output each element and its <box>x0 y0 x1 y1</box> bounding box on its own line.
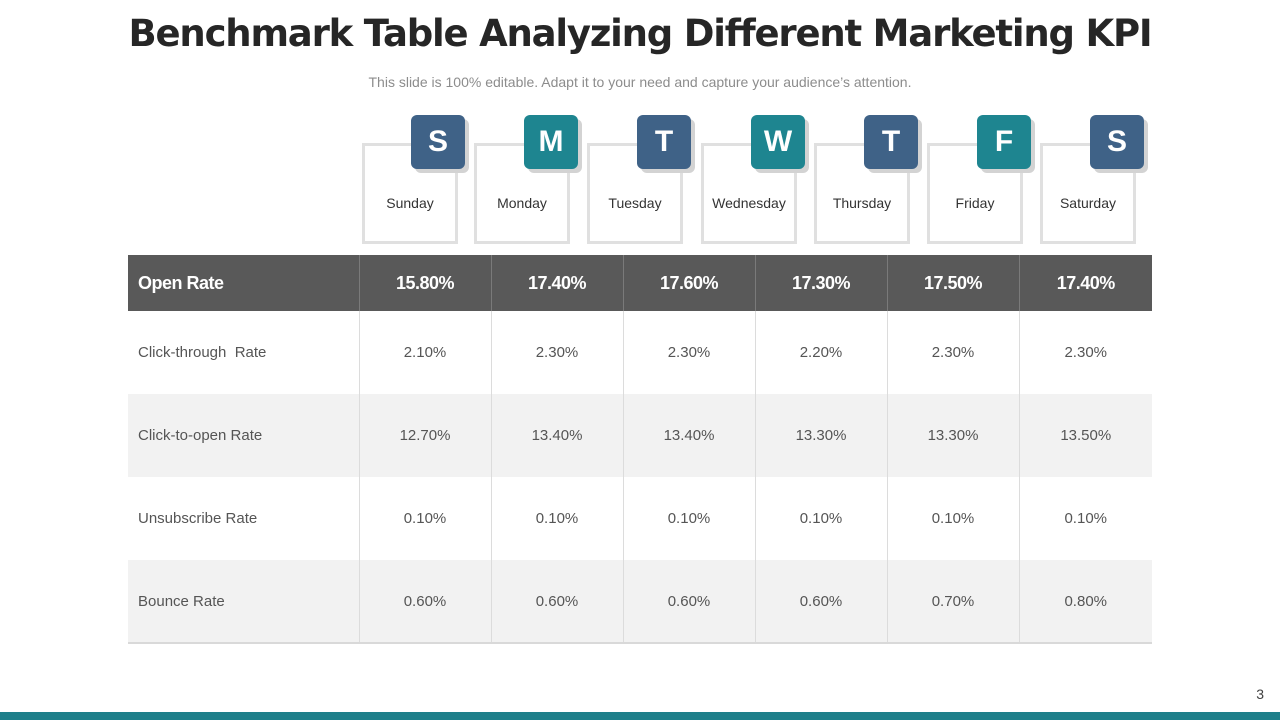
day-label: Saturday <box>1059 195 1117 211</box>
slide-subtitle: This slide is 100% editable. Adapt it to… <box>368 74 912 90</box>
table-cell: 0.10% <box>622 477 755 560</box>
table-cell: 17.40% <box>1018 255 1152 311</box>
table-cell: 2.30% <box>490 311 623 394</box>
table-cell: 0.60% <box>490 560 623 644</box>
table-cell: 15.80% <box>358 255 491 311</box>
kpi-table: Open Rate 15.80% 17.40% 17.60% 17.30% 17… <box>128 255 1152 644</box>
day-label: Friday <box>955 195 995 211</box>
table-cell: 0.10% <box>358 477 491 560</box>
table-cell: 0.80% <box>1018 560 1152 644</box>
table-cell: 13.30% <box>754 394 887 477</box>
table-cell: 17.30% <box>754 255 887 311</box>
table-row: Click-to-open Rate 12.70% 13.40% 13.40% … <box>128 394 1152 477</box>
day-badge-m: M <box>524 115 578 169</box>
row-label: Unsubscribe Rate <box>138 510 258 527</box>
table-cell: 0.60% <box>358 560 491 644</box>
table-cell: 0.10% <box>886 477 1019 560</box>
table-cell: 2.30% <box>886 311 1019 394</box>
row-label: Click-through Rate <box>138 344 267 361</box>
table-cell: 2.30% <box>1018 311 1152 394</box>
table-cell: 0.70% <box>886 560 1019 644</box>
table-cell: 17.60% <box>622 255 755 311</box>
table-cell: 13.30% <box>886 394 1019 477</box>
day-badge-t: T <box>637 115 691 169</box>
table-cell: 13.50% <box>1018 394 1152 477</box>
table-header-row: Open Rate 15.80% 17.40% 17.60% 17.30% 17… <box>128 255 1152 311</box>
table-row: Bounce Rate 0.60% 0.60% 0.60% 0.60% 0.70… <box>128 560 1152 644</box>
table-cell: 12.70% <box>358 394 491 477</box>
table-row: Click-through Rate 2.10% 2.30% 2.30% 2.2… <box>128 311 1152 394</box>
day-badge-s: S <box>411 115 465 169</box>
day-badge-s: S <box>1090 115 1144 169</box>
table-cell: 2.20% <box>754 311 887 394</box>
day-badge-w: W <box>751 115 805 169</box>
bottom-accent-bar <box>0 712 1280 720</box>
table-cell: 2.30% <box>622 311 755 394</box>
day-label: Sunday <box>386 195 434 211</box>
slide-title: Benchmark Table Analyzing Different Mark… <box>128 12 1153 55</box>
table-cell: 0.10% <box>490 477 623 560</box>
row-label: Bounce Rate <box>128 560 359 644</box>
table-cell: 0.60% <box>754 560 887 644</box>
day-card-tuesday: Tuesday <box>587 143 683 244</box>
row-label: Open Rate <box>128 255 359 311</box>
table-cell: 2.10% <box>358 311 491 394</box>
page-number: 3 <box>1256 686 1264 702</box>
day-label: Tuesday <box>608 195 662 211</box>
day-badge-t: T <box>864 115 918 169</box>
day-badge-f: F <box>977 115 1031 169</box>
table-cell: 13.40% <box>490 394 623 477</box>
table-cell: 17.50% <box>886 255 1019 311</box>
day-label: Wednesday <box>712 195 786 211</box>
table-cell: 0.10% <box>754 477 887 560</box>
row-label: Click-to-open Rate <box>128 394 359 477</box>
table-cell: 13.40% <box>622 394 755 477</box>
table-cell: 0.60% <box>622 560 755 644</box>
table-cell: 17.40% <box>490 255 623 311</box>
day-label: Thursday <box>832 195 892 211</box>
table-row: Unsubscribe Rate 0.10% 0.10% 0.10% 0.10%… <box>128 477 1152 560</box>
table-cell: 0.10% <box>1018 477 1152 560</box>
day-label: Monday <box>497 195 547 211</box>
day-card-monday: Monday <box>474 143 570 244</box>
